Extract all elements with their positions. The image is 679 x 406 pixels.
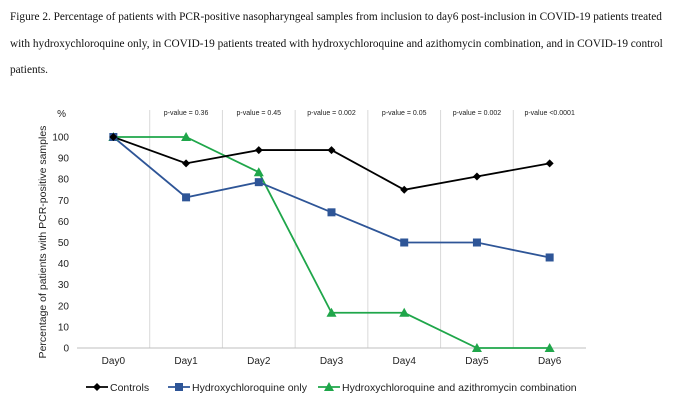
y-tick-label: 10 [58,322,70,333]
x-tick-label: Day6 [538,356,562,367]
p-value-label: p-value = 0.002 [307,110,356,117]
data-point-diamond [545,159,554,168]
data-point-triangle [471,343,482,352]
y-tick-label: 70 [58,196,70,207]
data-point-diamond [254,146,263,155]
legend-label: Hydroxychloroquine and azithromycin comb… [342,382,577,394]
p-value-label: p-value = 0.36 [164,110,209,117]
x-tick-label: Day4 [393,356,417,367]
y-tick-label: 90 [58,154,70,165]
data-point-triangle [181,132,192,141]
caption-line-3: patients. [10,64,48,76]
p-value-label: p-value = 0.05 [382,110,427,117]
data-point-triangle [326,307,337,317]
x-tick-label: Day0 [102,356,126,367]
p-value-label: p-value <0.0001 [524,110,575,117]
data-point-diamond [182,159,191,168]
y-tick-label: 80 [58,175,70,186]
y-unit-label: % [57,109,66,120]
x-tick-label: Day1 [174,356,198,367]
y-tick-label: 0 [63,344,69,355]
y-tick-label: 40 [58,259,70,270]
y-tick-label: 50 [58,238,70,249]
y-tick-label: 20 [58,301,70,312]
y-tick-label: 60 [58,217,70,228]
data-point-diamond [400,185,409,194]
caption-line-1: Figure 2. Percentage of patients with PC… [10,11,662,23]
series-line-square [112,136,550,259]
data-point-square [254,178,263,187]
caption-line-2: with hydroxychloroquine only, in COVID-1… [10,37,663,50]
figure-caption: Figure 2. Percentage of patients with PC… [10,4,670,84]
y-tick-label: 100 [52,133,69,144]
data-point-square [545,253,554,262]
data-point-diamond [109,133,118,141]
p-value-label: p-value = 0.45 [237,110,282,117]
data-point-triangle [544,343,555,352]
legend-marker [324,382,334,391]
legend-label: Hydroxychloroquine only [192,382,308,394]
p-value-label: p-value = 0.002 [453,110,502,117]
x-tick-label: Day3 [320,356,344,367]
data-point-diamond [472,172,481,181]
y-tick-label: 30 [58,280,70,291]
legend-marker [93,383,101,391]
data-point-diamond [327,146,336,155]
data-point-square [327,208,336,217]
data-point-triangle [399,307,410,317]
data-point-square [400,238,409,247]
data-point-square [472,238,481,247]
data-point-square [182,193,191,202]
data-point-triangle [253,167,264,177]
series-line-diamond [113,136,550,191]
legend-label: Controls [110,382,149,394]
legend-marker [175,383,183,391]
x-tick-label: Day5 [465,356,489,367]
y-axis-title: Percentage of patients with PCR-positive… [37,126,49,359]
x-tick-label: Day2 [247,356,271,367]
